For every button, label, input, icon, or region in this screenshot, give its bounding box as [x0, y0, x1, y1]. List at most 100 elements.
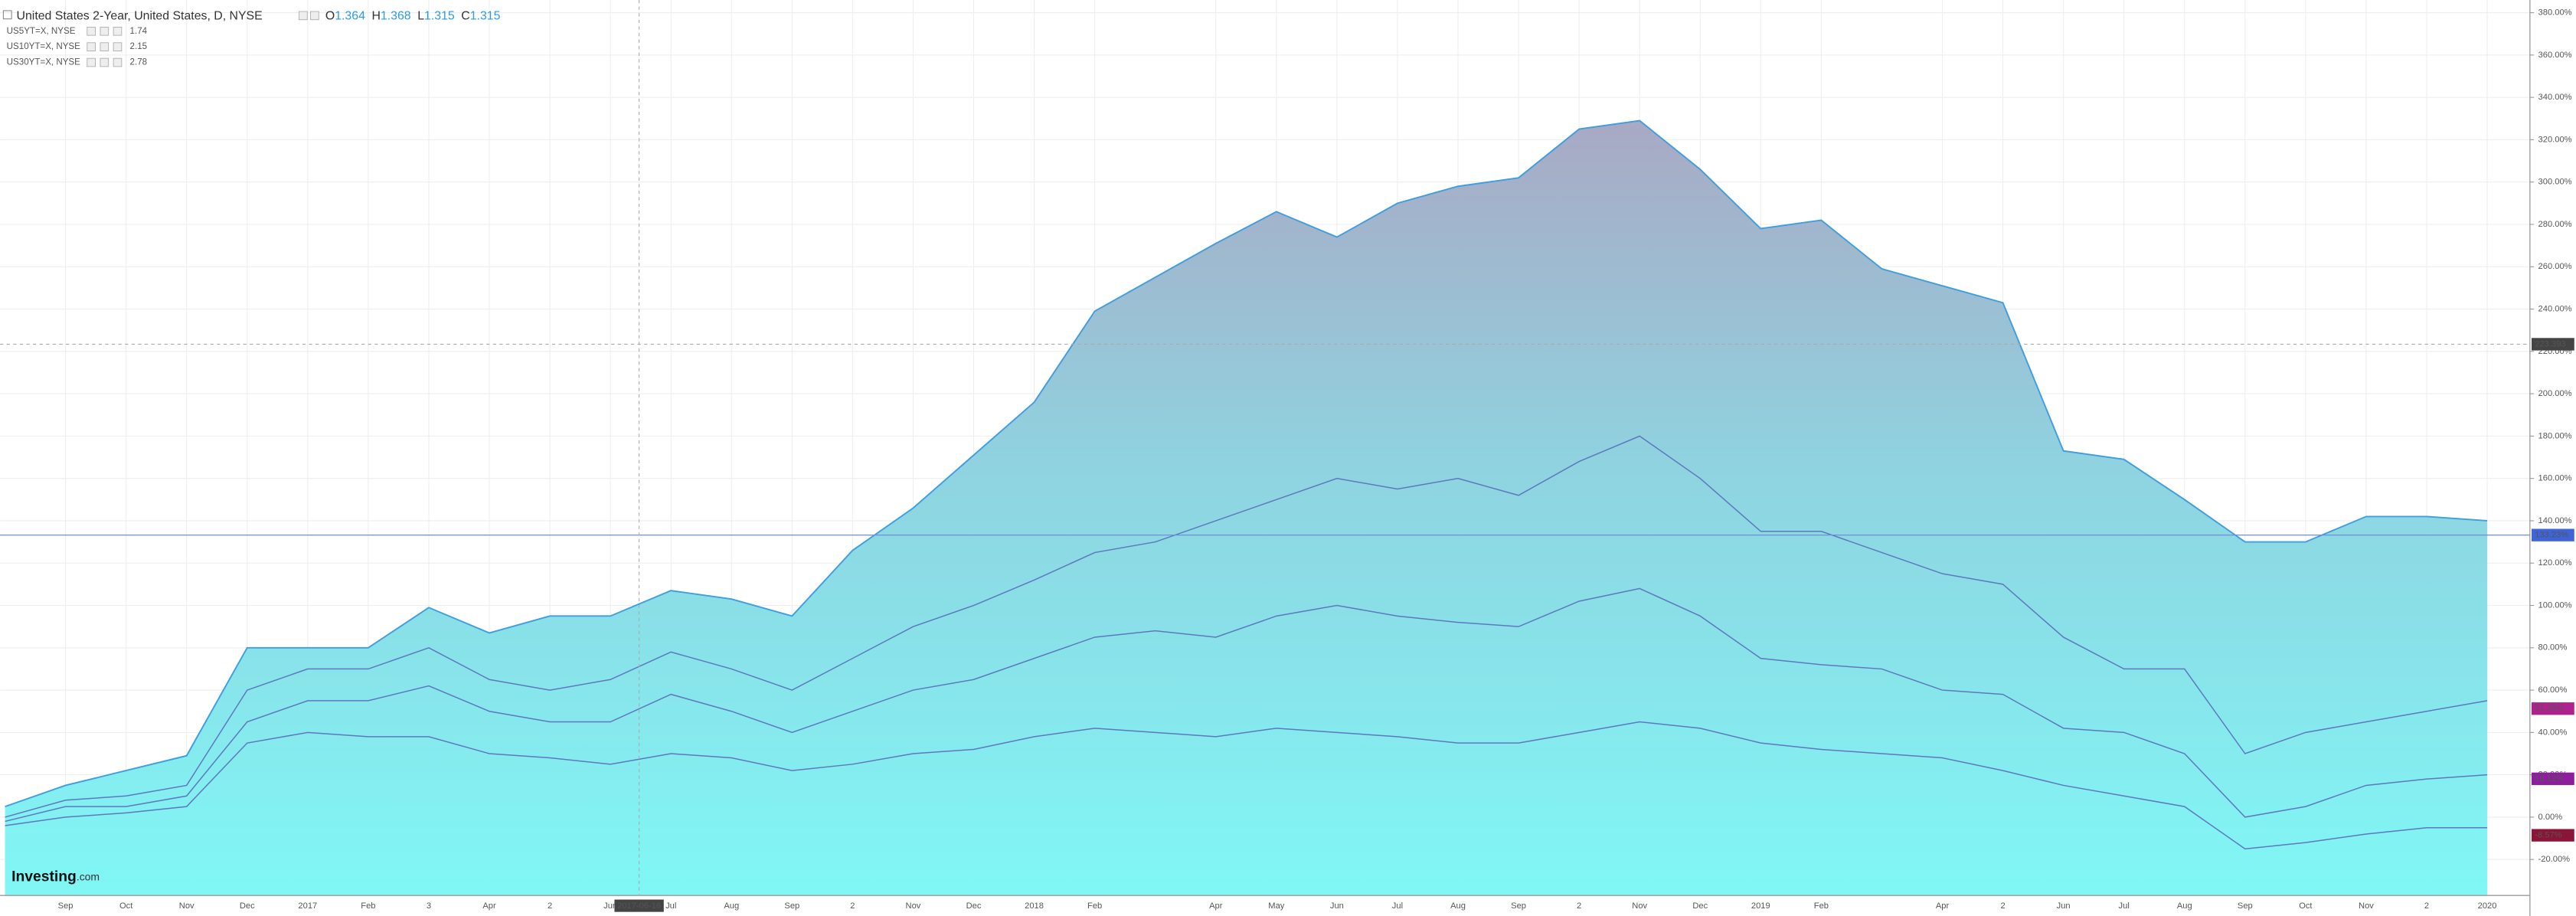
- legend-icon: [87, 26, 96, 36]
- x-tick-label: 2: [850, 901, 855, 911]
- main-title: United States 2-Year, United States, D, …: [17, 10, 263, 23]
- x-tick-label: Apr: [1936, 901, 1950, 911]
- ohlc-key: H: [371, 10, 380, 23]
- legend-value: 2.15: [130, 42, 148, 51]
- crosshair-x-label: 2017-06-16: [617, 901, 661, 911]
- x-tick-label: Dec: [1692, 901, 1708, 911]
- legend-icon: [113, 57, 123, 67]
- ohlc-key: L: [417, 10, 424, 23]
- x-tick-label: Sep: [58, 901, 74, 911]
- line: [5, 721, 2488, 850]
- last-value-label: 133.23%: [2535, 531, 2568, 540]
- x-tick-label: 2: [1577, 901, 1581, 911]
- line: [5, 119, 2488, 808]
- x-tick-label: Sep: [784, 901, 799, 911]
- y-tick-label: 200.00%: [2538, 389, 2572, 398]
- line: [5, 435, 2488, 818]
- x-tick-label: Oct: [119, 901, 133, 911]
- y-tick-label: 120.00%: [2538, 558, 2572, 568]
- y-tick-label: 80.00%: [2538, 643, 2568, 653]
- x-tick-label: Jun: [2057, 901, 2071, 911]
- x-tick-label: 2020: [2478, 901, 2497, 911]
- x-tick-label: Sep: [1511, 901, 1526, 911]
- x-tick-label: 2017: [298, 901, 317, 911]
- legend-value: 1.74: [130, 27, 148, 36]
- y-tick-label: 100.00%: [2538, 600, 2572, 610]
- x-tick-label: Oct: [2299, 901, 2313, 911]
- legend-name: US10YT=X, NYSE: [7, 42, 80, 51]
- ohlc-key: C: [461, 10, 469, 23]
- x-tick-label: Sep: [2238, 901, 2253, 911]
- legend-icon: [310, 11, 319, 21]
- ohlc-value: 1.315: [424, 10, 455, 23]
- last-value-label: 18.12%: [2535, 774, 2564, 784]
- legend-icon: [113, 26, 123, 36]
- x-tick-label: 2019: [1751, 901, 1770, 911]
- x-tick-label: Feb: [361, 901, 375, 911]
- logo-main: Investing: [11, 869, 77, 885]
- legend-icon: [299, 11, 308, 21]
- y-tick-label: 280.00%: [2538, 220, 2572, 229]
- y-tick-label: 180.00%: [2538, 431, 2572, 440]
- legend-icon: [113, 42, 123, 51]
- x-tick-label: Apr: [1209, 901, 1223, 911]
- y-tick-label: 60.00%: [2538, 685, 2568, 695]
- x-tick-label: Jul: [1392, 901, 1403, 911]
- legend-icon: [100, 26, 110, 36]
- x-tick-label: Dec: [240, 901, 255, 911]
- x-tick-label: Jun: [1330, 901, 1344, 911]
- legend-icon: [87, 57, 96, 67]
- ohlc: O1.364 H1.368 L1.315 C1.315: [325, 10, 501, 23]
- x-tick-label: Jun: [603, 901, 617, 911]
- y-tick-label: 140.00%: [2538, 516, 2572, 525]
- legend-icon: [87, 42, 96, 51]
- x-tick-label: Aug: [724, 901, 739, 911]
- ohlc-value: 1.364: [335, 10, 365, 23]
- y-tick-label: 160.00%: [2538, 474, 2572, 483]
- x-tick-label: 2: [2424, 901, 2429, 911]
- last-value-box: [2531, 772, 2574, 785]
- x-tick-label: 3: [427, 901, 431, 911]
- crosshair-y-box: [2531, 338, 2574, 351]
- crosshair-y-label: 223.393: [2535, 339, 2565, 348]
- last-value-label: 51.26%: [2535, 704, 2564, 713]
- y-tick-label: 320.00%: [2538, 135, 2572, 144]
- area: [5, 120, 2488, 896]
- x-tick-label: May: [1268, 901, 1284, 911]
- x-tick-label: Apr: [482, 901, 496, 911]
- axes: -20.00%0.00%20.00%40.00%60.00%80.00%100.…: [58, 8, 2572, 911]
- legend-icon: [100, 57, 110, 67]
- y-tick-label: 340.00%: [2538, 93, 2572, 102]
- y-tick-label: 260.00%: [2538, 262, 2572, 271]
- x-tick-label: Nov: [1632, 901, 1647, 911]
- ohlc-key: O: [325, 10, 335, 23]
- collapse-icon: [2, 10, 12, 20]
- last-value-box: [2531, 702, 2574, 715]
- crosshair-x-box: [614, 899, 664, 912]
- x-tick-label: Dec: [966, 901, 982, 911]
- x-tick-label: 2018: [1025, 901, 1044, 911]
- y-tick-label: 0.00%: [2538, 813, 2563, 822]
- x-tick-label: Nov: [2359, 901, 2374, 911]
- y-tick-label: 380.00%: [2538, 8, 2572, 18]
- logo-suffix: .com: [77, 870, 100, 882]
- x-tick-label: Aug: [1450, 901, 1466, 911]
- y-tick-label: 300.00%: [2538, 178, 2572, 187]
- x-tick-label: Jul: [2119, 901, 2130, 911]
- x-tick-label: Feb: [1814, 901, 1829, 911]
- legend-name: US30YT=X, NYSE: [7, 58, 80, 67]
- last-value-box: [2531, 528, 2574, 541]
- y-tick-label: 360.00%: [2538, 51, 2572, 60]
- x-tick-label: Nov: [906, 901, 921, 911]
- x-tick-label: 2: [2000, 901, 2005, 911]
- x-tick-label: Aug: [2177, 901, 2192, 911]
- legend-value: 2.78: [130, 58, 148, 67]
- legend-name: US5YT=X, NYSE: [7, 27, 76, 36]
- ohlc-value: 1.368: [381, 10, 411, 23]
- x-tick-label: Nov: [179, 901, 195, 911]
- x-tick-label: Feb: [1087, 901, 1102, 911]
- y-tick-label: 40.00%: [2538, 728, 2568, 737]
- x-tick-label: 2: [548, 901, 552, 911]
